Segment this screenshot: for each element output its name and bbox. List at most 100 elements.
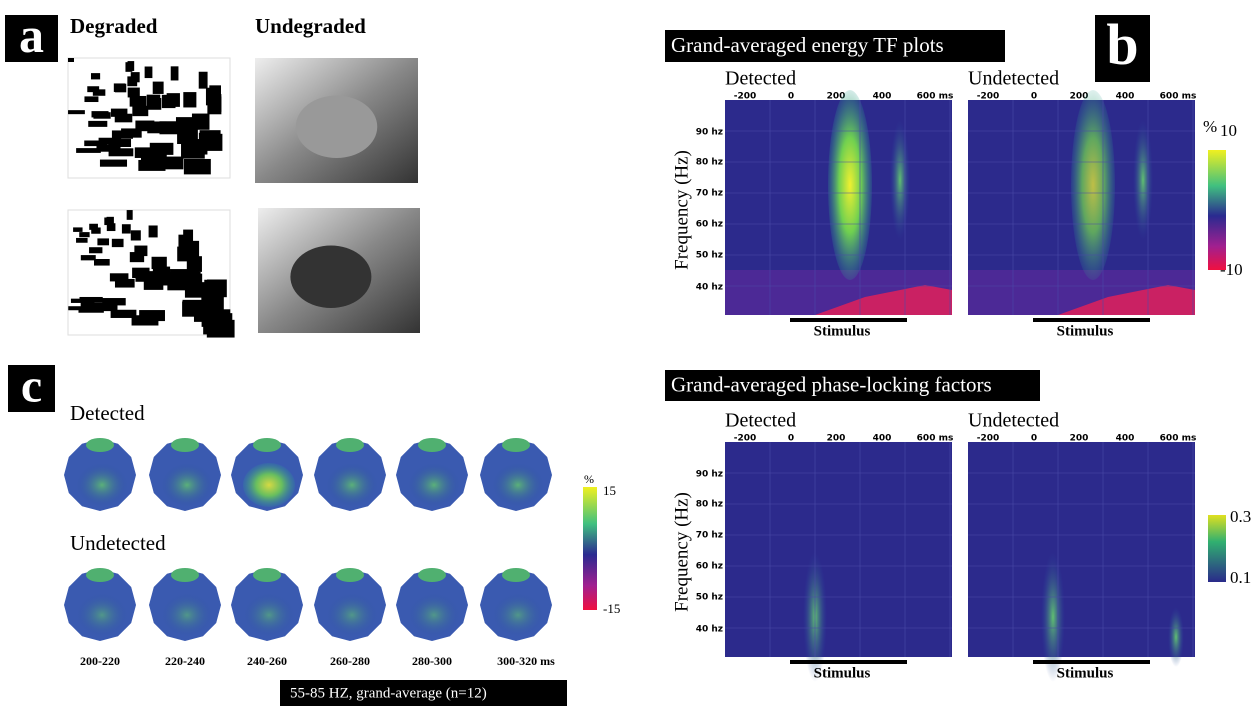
colorbar	[1208, 515, 1226, 582]
heatmap	[725, 442, 952, 657]
stimulus-label: Stimulus	[814, 665, 871, 681]
image-blob	[93, 112, 110, 119]
heatmap-secondary	[1168, 607, 1184, 667]
scalp-top	[336, 438, 364, 452]
time-window-label: 220-240	[165, 654, 205, 668]
scalp-top	[253, 568, 281, 582]
image-blob	[91, 73, 100, 79]
row-label: Undetected	[70, 531, 166, 555]
image-blob	[68, 110, 85, 114]
image-blob	[112, 130, 133, 138]
scalp-top	[418, 568, 446, 582]
image-blob	[100, 160, 127, 167]
image-blob	[122, 224, 131, 233]
scalp-activity	[408, 463, 460, 507]
colorbar-max: 0.3	[1230, 507, 1251, 526]
image-blob	[159, 121, 178, 134]
time-window-label: 260-280	[330, 654, 370, 668]
page: a Degraded Undegraded b Grand-averaged energ…	[0, 0, 1255, 706]
panel-title: Grand-averaged phase-locking factors	[671, 372, 992, 396]
image-blob	[108, 139, 131, 147]
condition-label: Detected	[725, 410, 796, 432]
panel-letter: b	[1106, 12, 1138, 77]
heatmap-secondary	[1133, 120, 1153, 240]
time-window-label: 280-300	[412, 654, 452, 668]
freq-tick-label: 40 hz	[696, 625, 723, 635]
image-blob	[132, 106, 148, 116]
image-blob	[187, 256, 202, 272]
image-blob	[128, 88, 140, 98]
scalp-activity	[161, 463, 213, 507]
scalp-activity	[408, 593, 460, 637]
image-blob	[184, 159, 211, 174]
image-blob	[147, 95, 161, 107]
scalp-activity	[326, 463, 378, 507]
panel-letter: c	[21, 360, 42, 413]
image-blob	[153, 82, 164, 94]
image-blob	[192, 114, 210, 130]
image-blob	[102, 298, 125, 305]
colorbar-max: 15	[603, 483, 616, 498]
freq-tick-label: 70 hz	[696, 189, 723, 199]
heatmap-secondary	[890, 120, 910, 240]
stimulus-label: Stimulus	[1057, 665, 1114, 681]
image-blob	[130, 97, 144, 107]
image-blob	[207, 279, 227, 297]
image-blob	[84, 96, 98, 102]
scalp-activity	[76, 463, 128, 507]
image-blob	[80, 297, 103, 302]
freq-tick-label: 80 hz	[696, 158, 723, 168]
image-blob	[207, 97, 221, 115]
image-blob	[127, 210, 133, 220]
freq-tick-label: 60 hz	[696, 562, 723, 572]
image-blob	[94, 259, 110, 266]
freq-tick-label: 90 hz	[696, 128, 723, 138]
image-blob	[177, 129, 198, 144]
colorbar-min: -15	[603, 601, 620, 616]
freq-tick-label: 60 hz	[696, 220, 723, 230]
freq-tick-label: 70 hz	[696, 531, 723, 541]
condition-label: Undetected	[968, 410, 1059, 432]
time-window-label: 240-260	[247, 654, 287, 668]
freq-tick-label: 40 hz	[696, 283, 723, 293]
image-blob	[89, 224, 98, 230]
column-label: Degraded	[70, 14, 158, 38]
column-label: Undegraded	[255, 14, 366, 38]
image-blob	[131, 230, 141, 240]
image-blob	[181, 143, 205, 158]
animal-shape	[290, 246, 371, 309]
scalp-top	[86, 438, 114, 452]
scalp-top	[336, 568, 364, 582]
image-blob	[194, 305, 219, 321]
scalp-top	[171, 568, 199, 582]
scalp-top	[418, 438, 446, 452]
freq-tick-label: 50 hz	[696, 593, 723, 603]
animal-shape	[296, 96, 378, 159]
image-blob	[153, 267, 170, 279]
panel-letter: a	[19, 7, 44, 63]
scalp-activity	[326, 593, 378, 637]
image-blob	[145, 67, 153, 79]
freq-tick-label: 90 hz	[696, 470, 723, 480]
freq-tick-label: 80 hz	[696, 500, 723, 510]
image-blob	[79, 232, 89, 237]
time-window-label: 200-220	[80, 654, 120, 668]
panel-title: Grand-averaged energy TF plots	[671, 33, 944, 57]
image-blob	[110, 273, 129, 281]
condition-label: Detected	[725, 68, 796, 90]
image-blob	[134, 246, 147, 257]
image-blob	[167, 93, 180, 107]
image-blob	[199, 72, 208, 89]
scalp-top	[502, 568, 530, 582]
axis-label: Frequency (Hz)	[671, 150, 692, 270]
image-blob	[104, 217, 111, 225]
colorbar-min: 0.1	[1230, 568, 1251, 587]
image-blob	[89, 247, 102, 253]
scalp-top	[502, 438, 530, 452]
scalp-activity	[243, 593, 295, 637]
image-blob	[84, 140, 107, 146]
image-blob	[125, 62, 132, 72]
scalp-activity	[492, 593, 544, 637]
scalp-activity	[243, 463, 295, 507]
image-blob	[76, 238, 88, 243]
